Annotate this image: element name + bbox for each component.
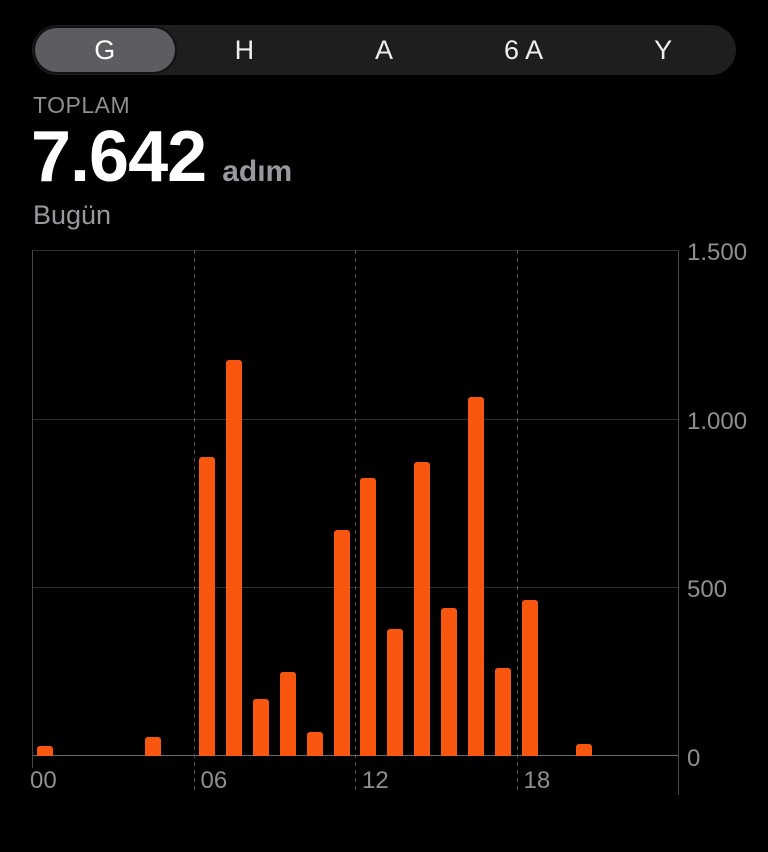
bar-hour-08[interactable]: [252, 698, 269, 756]
bar-hour-16[interactable]: [468, 396, 485, 756]
segment-week[interactable]: H: [175, 28, 315, 72]
segment-year[interactable]: Y: [593, 28, 733, 72]
y-axis-line: [678, 250, 679, 795]
bar-hour-06[interactable]: [198, 457, 215, 756]
x-gridline-06: [193, 250, 195, 793]
segment-day-label: G: [94, 34, 116, 65]
y-tick-label-500: 500: [687, 576, 728, 604]
total-value-row: 7.642 adım: [31, 121, 292, 193]
time-range-segmented-control: G H A 6 A Y: [32, 25, 736, 75]
bar-hour-18[interactable]: [521, 600, 538, 756]
x-tick-label-12: 12: [362, 767, 389, 794]
x-gridline-18: [516, 250, 518, 793]
bar-hour-17[interactable]: [495, 668, 512, 756]
y-tick-label-1.500: 1.500: [687, 239, 748, 266]
period-label: Bugün: [33, 200, 112, 230]
segment-six-months-label: 6 A: [504, 34, 544, 65]
segment-month-label: A: [374, 34, 393, 65]
bar-hour-14[interactable]: [414, 461, 431, 756]
y-tick-label-1.000: 1.000: [687, 407, 748, 435]
segment-year-label: Y: [654, 34, 673, 65]
segment-month[interactable]: A: [314, 28, 454, 72]
bar-hour-12[interactable]: [360, 477, 377, 756]
x-tick-label-00: 00: [30, 767, 57, 794]
total-label: TOPLAM: [33, 92, 131, 118]
x-tick-label-06: 06: [200, 767, 228, 794]
bar-hour-00[interactable]: [37, 745, 54, 756]
segment-week-label: H: [234, 34, 255, 65]
steps-bar-chart: 1.500 1.000 500 0 00 06 12 18: [0, 241, 768, 810]
bar-hour-13[interactable]: [387, 628, 404, 756]
y-tick-label-0: 0: [687, 745, 701, 772]
bar-hour-20[interactable]: [575, 744, 592, 756]
x-tick-label-18: 18: [523, 767, 551, 794]
bar-hour-10[interactable]: [306, 732, 323, 756]
bar-hour-15[interactable]: [441, 607, 458, 756]
bar-hour-04[interactable]: [145, 737, 162, 756]
bar-hour-07[interactable]: [225, 359, 242, 756]
plot-area: [32, 250, 678, 756]
bar-hour-11[interactable]: [333, 530, 350, 756]
segment-six-months[interactable]: 6 A: [454, 28, 594, 72]
total-steps-unit: adım: [222, 155, 293, 188]
segment-day[interactable]: G: [35, 28, 175, 72]
x-gridline-12: [355, 250, 356, 793]
x-gridline-00: [32, 250, 33, 768]
bar-hour-09[interactable]: [279, 671, 296, 756]
total-steps-value: 7.642: [31, 117, 207, 197]
